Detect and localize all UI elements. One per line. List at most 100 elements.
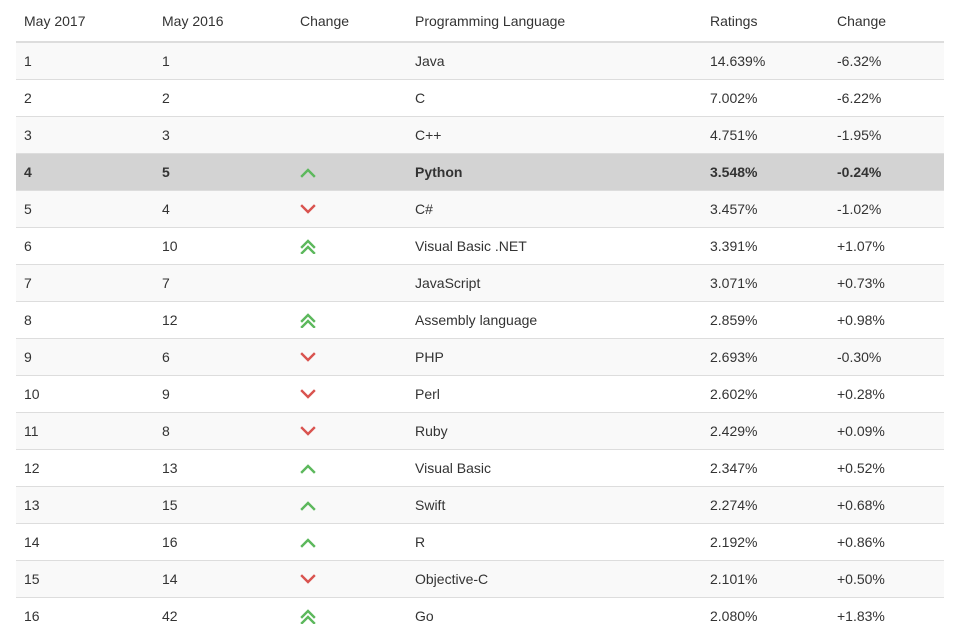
table-row: 3 3 C++ 4.751% -1.95% (16, 115, 944, 153)
rating-cell: 2.274% (702, 485, 829, 523)
rank-2017-cell: 9 (16, 337, 154, 375)
language-cell: Java (407, 41, 702, 79)
down-chevron-icon (300, 201, 316, 217)
language-cell: Visual Basic .NET (407, 226, 702, 264)
down-chevron-icon (300, 386, 316, 402)
header-programming-language: Programming Language (407, 0, 702, 43)
rank-2017-cell: 11 (16, 411, 154, 449)
rating-change-cell: -6.32% (829, 41, 944, 79)
change-icon-cell (292, 263, 407, 301)
table-row: 16 42 Go 2.080% +1.83% (16, 596, 944, 634)
rank-2016-cell: 5 (154, 152, 292, 190)
language-cell: PHP (407, 337, 702, 375)
change-icon-cell (292, 411, 407, 449)
rank-2017-cell: 5 (16, 189, 154, 227)
rating-change-cell: +1.07% (829, 226, 944, 264)
rank-2017-cell: 2 (16, 78, 154, 116)
language-cell: R (407, 522, 702, 560)
rating-change-cell: +0.98% (829, 300, 944, 338)
rating-change-cell: -6.22% (829, 78, 944, 116)
header-ratings: Ratings (702, 0, 829, 43)
rank-2016-cell: 4 (154, 189, 292, 227)
language-cell: Perl (407, 374, 702, 412)
change-icon-cell (292, 189, 407, 227)
rating-change-cell: +0.52% (829, 448, 944, 486)
change-icon-cell (292, 115, 407, 153)
change-icon-cell (292, 78, 407, 116)
language-cell: C# (407, 189, 702, 227)
change-icon-cell (292, 485, 407, 523)
rank-2016-cell: 7 (154, 263, 292, 301)
header-rating-change: Change (829, 0, 944, 43)
rank-2016-cell: 1 (154, 41, 292, 79)
rating-cell: 3.548% (702, 152, 829, 190)
rating-change-cell: -0.24% (829, 152, 944, 190)
table-row: 2 2 C 7.002% -6.22% (16, 78, 944, 116)
rank-2017-cell: 14 (16, 522, 154, 560)
rating-cell: 2.859% (702, 300, 829, 338)
up-chevron-icon (300, 164, 316, 180)
rank-2017-cell: 4 (16, 152, 154, 190)
table-row: 11 8 Ruby 2.429% +0.09% (16, 411, 944, 449)
language-cell: Assembly language (407, 300, 702, 338)
language-cell: Ruby (407, 411, 702, 449)
rank-2016-cell: 14 (154, 559, 292, 597)
table-row: 4 5 Python 3.548% -0.24% (16, 152, 944, 190)
table-header: May 2017 May 2016 Change Programming Lan… (16, 0, 944, 43)
change-icon-cell (292, 152, 407, 190)
rank-2016-cell: 42 (154, 596, 292, 634)
rating-cell: 2.080% (702, 596, 829, 634)
change-icon-cell (292, 522, 407, 560)
rating-change-cell: -1.95% (829, 115, 944, 153)
rating-change-cell: +0.50% (829, 559, 944, 597)
table-row: 9 6 PHP 2.693% -0.30% (16, 337, 944, 375)
double-up-chevron-icon (300, 312, 316, 329)
language-cell: JavaScript (407, 263, 702, 301)
rating-change-cell: +0.09% (829, 411, 944, 449)
rating-cell: 7.002% (702, 78, 829, 116)
table-row: 7 7 JavaScript 3.071% +0.73% (16, 263, 944, 301)
rating-cell: 2.192% (702, 522, 829, 560)
language-cell: Objective-C (407, 559, 702, 597)
ranking-table-container: May 2017 May 2016 Change Programming Lan… (16, 0, 944, 634)
rating-cell: 4.751% (702, 115, 829, 153)
rank-2017-cell: 13 (16, 485, 154, 523)
language-ranking-table: May 2017 May 2016 Change Programming Lan… (16, 0, 944, 634)
rating-cell: 2.101% (702, 559, 829, 597)
change-icon-cell (292, 41, 407, 79)
table-row: 13 15 Swift 2.274% +0.68% (16, 485, 944, 523)
up-chevron-icon (300, 497, 316, 513)
up-chevron-icon (300, 534, 316, 550)
rank-2016-cell: 16 (154, 522, 292, 560)
down-chevron-icon (300, 571, 316, 587)
rating-cell: 2.693% (702, 337, 829, 375)
rating-cell: 2.429% (702, 411, 829, 449)
rank-2017-cell: 3 (16, 115, 154, 153)
rank-2017-cell: 7 (16, 263, 154, 301)
rank-2016-cell: 9 (154, 374, 292, 412)
rank-2017-cell: 8 (16, 300, 154, 338)
language-cell: Python (407, 152, 702, 190)
rating-cell: 2.347% (702, 448, 829, 486)
header-change-icon: Change (292, 0, 407, 43)
change-icon-cell (292, 374, 407, 412)
rating-change-cell: -0.30% (829, 337, 944, 375)
table-row: 5 4 C# 3.457% -1.02% (16, 189, 944, 227)
rating-cell: 14.639% (702, 41, 829, 79)
double-up-chevron-icon (300, 608, 316, 625)
language-cell: Visual Basic (407, 448, 702, 486)
rating-cell: 3.391% (702, 226, 829, 264)
rating-change-cell: +0.73% (829, 263, 944, 301)
double-up-chevron-icon (300, 238, 316, 255)
table-row: 10 9 Perl 2.602% +0.28% (16, 374, 944, 412)
rating-cell: 3.071% (702, 263, 829, 301)
rank-2016-cell: 13 (154, 448, 292, 486)
down-chevron-icon (300, 349, 316, 365)
table-row: 8 12 Assembly language 2.859% +0.98% (16, 300, 944, 338)
change-icon-cell (292, 337, 407, 375)
rank-2017-cell: 16 (16, 596, 154, 634)
header-row: May 2017 May 2016 Change Programming Lan… (16, 0, 944, 43)
rank-2017-cell: 1 (16, 41, 154, 79)
rating-change-cell: +0.68% (829, 485, 944, 523)
down-chevron-icon (300, 423, 316, 439)
